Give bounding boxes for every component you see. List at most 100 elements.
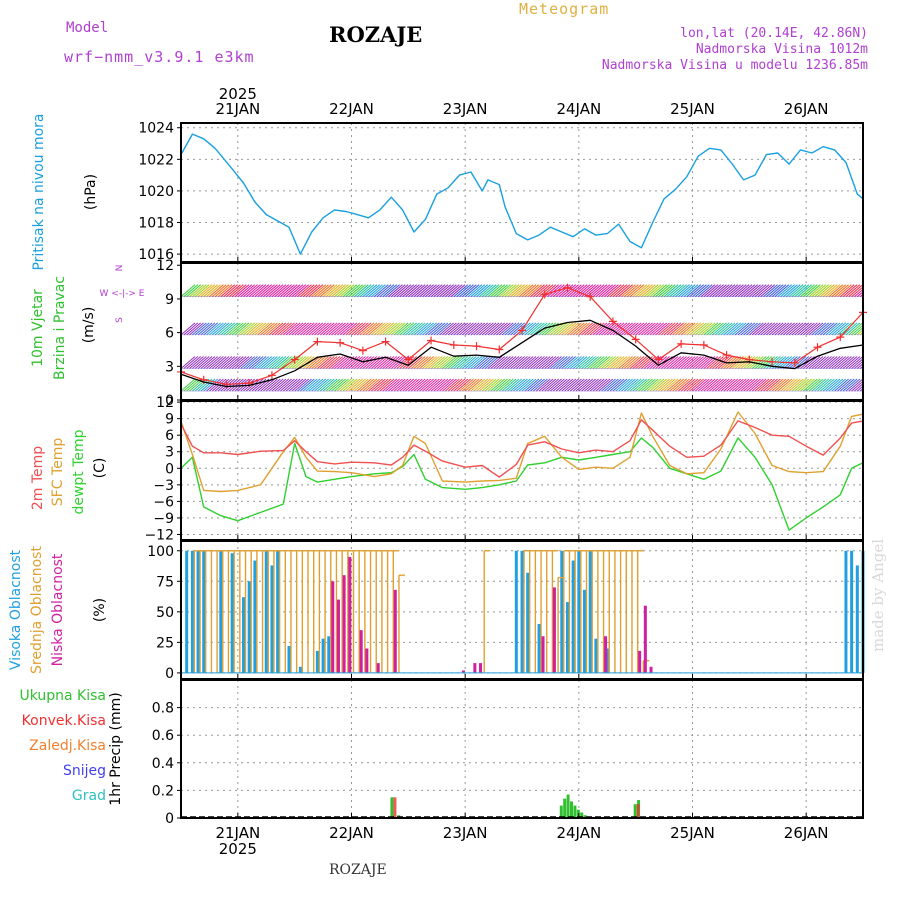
wind-barb — [504, 356, 520, 369]
wind-barb — [354, 322, 369, 336]
cloud-ylabel-high: Visoka Oblacnost — [8, 549, 24, 670]
wind-barb — [203, 356, 219, 369]
wind-barb — [285, 284, 301, 298]
wind-barb — [484, 356, 500, 369]
wind-barb — [226, 322, 241, 336]
wind-barb — [416, 322, 432, 336]
wind-barb — [632, 322, 648, 336]
wind-barb — [257, 322, 273, 336]
wind-barb — [697, 322, 713, 336]
wind-barb — [629, 284, 645, 298]
wind-barb — [723, 284, 739, 298]
cloud-high-bar — [594, 638, 598, 673]
wind-gust-marker — [540, 290, 549, 299]
wind-barb — [834, 356, 849, 369]
wind-barb — [646, 378, 662, 392]
wind-gust-marker — [427, 336, 436, 345]
wind-barb — [413, 378, 429, 392]
wind-barb — [490, 284, 506, 298]
wind-barb — [228, 378, 244, 392]
cloud-low-bar — [342, 575, 346, 673]
precip-ylabel: 1hr Precip (mm) — [108, 692, 124, 805]
wind-barb — [814, 284, 830, 298]
wind-barb — [680, 284, 696, 298]
2m-temp-line — [180, 419, 864, 478]
wind-barb — [348, 284, 363, 298]
wind-barb — [791, 284, 807, 298]
wind-barb — [677, 356, 693, 369]
bottom-day-label: 21JAN — [215, 824, 260, 842]
wind-barb — [510, 284, 525, 298]
wind-barb — [379, 356, 395, 369]
wind-barb — [558, 322, 574, 336]
wind-barb — [652, 322, 668, 336]
wind-barb — [373, 356, 389, 369]
wind-barb — [214, 284, 230, 298]
wind-barb — [481, 322, 497, 336]
top-day-label: 23JAN — [443, 100, 488, 118]
wind-barb — [746, 284, 761, 298]
wind-barb — [558, 284, 574, 298]
wind-barb — [754, 284, 770, 298]
wind-barb — [433, 356, 449, 369]
y-tick-label: 6 — [165, 428, 174, 444]
wind-barb — [277, 356, 292, 369]
wind-barb — [820, 356, 835, 369]
top-day-label: 25JAN — [670, 100, 715, 118]
wind-barb — [578, 284, 594, 298]
wind-barb — [470, 284, 486, 298]
y-tick-label: 1022 — [138, 152, 174, 168]
wind-barb — [822, 378, 838, 392]
bottom-day-label: 26JAN — [784, 824, 829, 842]
wind-barb — [189, 322, 204, 336]
wind-barb — [820, 378, 835, 392]
wind-barb — [487, 378, 503, 392]
wind-barb — [302, 284, 318, 298]
wind-barb — [319, 322, 335, 336]
wind-barb — [720, 284, 736, 298]
wind-gust-marker — [518, 326, 526, 335]
wind-barb — [808, 284, 824, 298]
cloud-high-bar — [571, 560, 575, 673]
wind-barb — [456, 284, 471, 298]
wind-barb — [274, 284, 290, 298]
wind-barb — [524, 284, 540, 298]
wind-barb — [567, 378, 582, 392]
wind-barb — [660, 378, 676, 392]
wind-barb — [601, 378, 616, 392]
y-tick-label: 0.2 — [152, 783, 174, 799]
wind-barb — [319, 356, 335, 369]
wind-barb — [825, 322, 841, 336]
wind-barb — [527, 356, 543, 369]
direction-we: W <-|-> E — [100, 289, 145, 299]
wind-barb — [419, 378, 435, 392]
wind-barb — [419, 284, 435, 298]
wind-barb — [246, 284, 261, 298]
wind-barb — [223, 322, 238, 336]
wind-barb — [410, 284, 426, 298]
cloud-high-bar — [560, 550, 564, 673]
wind-barb — [234, 322, 250, 336]
wind-barb — [842, 356, 858, 369]
wind-barb — [510, 356, 525, 369]
wind-gust-marker — [699, 340, 708, 349]
wind-barb — [527, 322, 543, 336]
wind-barb — [837, 378, 852, 392]
wind-barb — [237, 322, 253, 336]
wind-barb — [422, 322, 437, 336]
wind-barb — [319, 284, 335, 298]
cloud-high-bar — [247, 581, 251, 673]
wind-barb — [714, 378, 730, 392]
wind-barb — [709, 284, 724, 298]
wind-barb — [300, 322, 315, 336]
wind-barb — [246, 322, 261, 336]
wind-barb — [828, 322, 844, 336]
wind-barb — [746, 378, 761, 392]
wind-barb — [507, 322, 523, 336]
wind-barb — [314, 378, 329, 392]
wind-barb — [277, 284, 292, 298]
wind-barb — [856, 291, 863, 298]
wind-gust-marker — [495, 345, 504, 354]
wind-barb — [632, 284, 648, 298]
wind-barb — [794, 378, 810, 392]
